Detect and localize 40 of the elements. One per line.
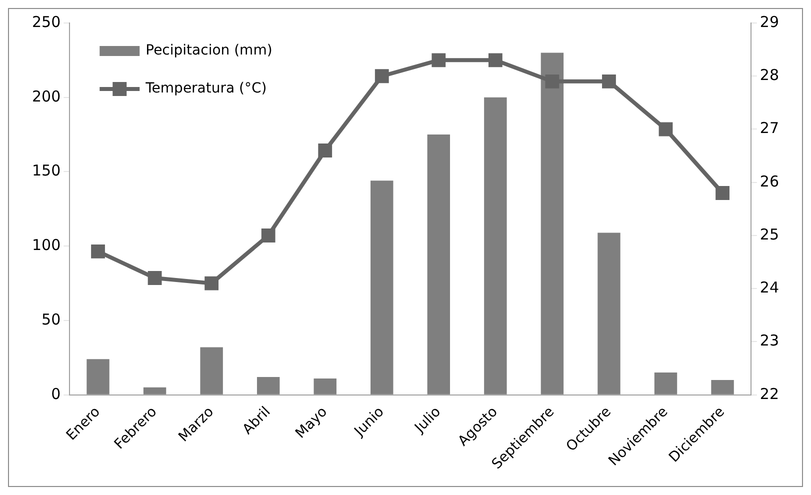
- point: [432, 53, 446, 68]
- y2-tick-label: 26: [760, 172, 780, 190]
- point: [488, 53, 502, 68]
- y2-tick-label: 23: [760, 332, 780, 350]
- point: [148, 271, 162, 285]
- bar: [256, 377, 280, 394]
- point: [91, 244, 105, 258]
- y-tick-label: 100: [32, 236, 61, 254]
- point: [374, 69, 389, 84]
- bar: [484, 97, 507, 394]
- point: [716, 186, 730, 200]
- bar: [598, 232, 620, 394]
- point: [545, 74, 560, 88]
- y2-tick-label: 27: [760, 119, 780, 138]
- legend-label: Temperatura (°C): [144, 80, 267, 97]
- point: [318, 144, 332, 158]
- y-tick-label: 50: [42, 310, 61, 328]
- bar: [711, 380, 734, 394]
- bar: [200, 347, 223, 394]
- point: [204, 276, 219, 290]
- bar: [427, 134, 450, 394]
- y-tick-label: 150: [32, 162, 61, 180]
- y-tick-label: 200: [32, 87, 61, 106]
- bar: [143, 387, 166, 394]
- y2-tick-label: 28: [760, 66, 780, 84]
- bar: [314, 378, 336, 394]
- y2-tick-label: 25: [760, 225, 780, 244]
- point: [658, 122, 673, 136]
- y2-tick-label: 22: [760, 384, 780, 403]
- y2-tick-label: 24: [760, 278, 780, 297]
- bar: [654, 372, 678, 394]
- y2-tick-label: 29: [760, 12, 780, 31]
- bar: [370, 180, 394, 394]
- bar: [540, 52, 564, 394]
- legend-label: Pecipitacion (mm): [146, 42, 272, 59]
- y-tick-label: 0: [51, 384, 61, 403]
- point: [261, 228, 276, 242]
- point: [602, 74, 616, 88]
- bar: [86, 359, 110, 394]
- y-tick-label: 250: [32, 12, 61, 31]
